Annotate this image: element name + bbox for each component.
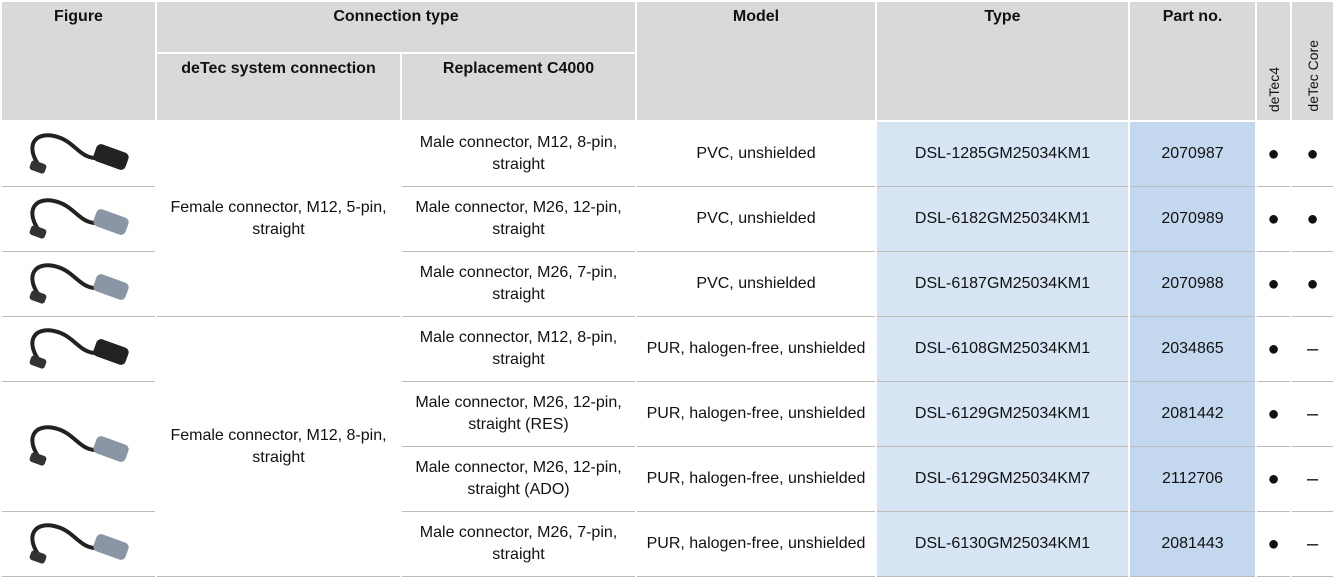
- model: PVC, unshielded: [635, 251, 877, 317]
- system-connection: Female connector, M12, 5-pin, straight: [155, 121, 402, 317]
- figure-cell: [0, 121, 157, 187]
- figure-cell: [0, 186, 157, 252]
- header-detec-core-cell: deTec Core: [1290, 0, 1333, 122]
- type: DSL-6129GM25034KM7: [875, 446, 1130, 512]
- detec-core: ●: [1290, 121, 1333, 187]
- detec-core: –: [1290, 316, 1333, 382]
- header-model: Model: [635, 0, 877, 122]
- type: DSL-6129GM25034KM1: [875, 381, 1130, 447]
- type: DSL-6182GM25034KM1: [875, 186, 1130, 252]
- model: PUR, halogen-free, unshielded: [635, 511, 877, 577]
- part-no: 2034865: [1128, 316, 1257, 382]
- detec4: ●: [1255, 186, 1292, 252]
- detec4: ●: [1255, 511, 1292, 577]
- part-no: 2112706: [1128, 446, 1257, 512]
- cable-image: [29, 132, 129, 174]
- figure-cell: [0, 381, 157, 512]
- header-detec4-cell: deTec4: [1255, 0, 1292, 122]
- cable-image: [29, 197, 129, 239]
- part-no: 2070989: [1128, 186, 1257, 252]
- replacement: Male connector, M26, 7-pin, straight: [400, 511, 637, 577]
- table-body: Female connector, M12, 5-pin, straight Ma…: [0, 121, 1333, 577]
- detec-core: ●: [1290, 186, 1333, 252]
- cable-image: [29, 327, 129, 369]
- table-row: Male connector, M26, 7-pin, straight PUR,…: [0, 511, 1333, 577]
- detec-core: ●: [1290, 251, 1333, 317]
- table-row: Male connector, M26, 7-pin, straight PVC,…: [0, 251, 1333, 317]
- type: DSL-1285GM25034KM1: [875, 121, 1130, 187]
- table-row: Female connector, M12, 8-pin, straight Ma…: [0, 316, 1333, 577]
- part-no: 2081443: [1128, 511, 1257, 577]
- detec4: ●: [1255, 316, 1292, 382]
- replacement: Male connector, M26, 12-pin, straight (A…: [400, 446, 637, 512]
- part-no: 2081442: [1128, 381, 1257, 447]
- header-detec-core: deTec Core: [1304, 40, 1321, 112]
- replacement: Male connector, M12, 8-pin, straight: [400, 316, 637, 382]
- cable-image: [29, 522, 129, 564]
- header-connection-type: Connection type: [155, 0, 637, 54]
- header-detec4: deTec4: [1265, 66, 1282, 112]
- cable-image: [29, 425, 129, 466]
- table-row: Male connector, M26, 12-pin, straight PVC…: [0, 186, 1333, 252]
- type: DSL-6130GM25034KM1: [875, 511, 1130, 577]
- model: PVC, unshielded: [635, 186, 877, 252]
- cable-image: [29, 262, 129, 304]
- detec4: ●: [1255, 251, 1292, 317]
- detec-core: –: [1290, 381, 1333, 447]
- header-part-no: Part no.: [1128, 0, 1257, 122]
- detec4: ●: [1255, 446, 1292, 512]
- part-no: 2070988: [1128, 251, 1257, 317]
- model: PUR, halogen-free, unshielded: [635, 381, 877, 447]
- replacement: Male connector, M26, 12-pin, straight: [400, 186, 637, 252]
- detec-core: –: [1290, 511, 1333, 577]
- header-replacement: Replacement C4000: [400, 52, 637, 122]
- replacement: Male connector, M26, 12-pin, straight (R…: [400, 381, 637, 447]
- table-row: Male connector, M26, 12-pin, straight (R…: [0, 381, 1333, 512]
- model: PUR, halogen-free, unshielded: [635, 316, 877, 382]
- figure-cell: [0, 316, 157, 382]
- header-system-connection: deTec system connection: [155, 52, 402, 122]
- header-figure: Figure: [0, 0, 157, 122]
- part-no: 2070987: [1128, 121, 1257, 187]
- replacement: Male connector, M12, 8-pin, straight: [400, 121, 637, 187]
- type: DSL-6108GM25034KM1: [875, 316, 1130, 382]
- detec4: ●: [1255, 381, 1292, 447]
- model: PUR, halogen-free, unshielded: [635, 446, 877, 512]
- figure-cell: [0, 251, 157, 317]
- system-connection: Female connector, M12, 8-pin, straight: [155, 316, 402, 577]
- type: DSL-6187GM25034KM1: [875, 251, 1130, 317]
- table-row: Female connector, M12, 5-pin, straight Ma…: [0, 121, 1333, 317]
- detec4: ●: [1255, 121, 1292, 187]
- replacement: Male connector, M26, 7-pin, straight: [400, 251, 637, 317]
- header-type: Type: [875, 0, 1130, 122]
- model: PVC, unshielded: [635, 121, 877, 187]
- figure-cell: [0, 511, 157, 577]
- table-row: Male connector, M26, 12-pin, straight (A…: [1, 446, 1333, 512]
- detec-core: –: [1290, 446, 1333, 512]
